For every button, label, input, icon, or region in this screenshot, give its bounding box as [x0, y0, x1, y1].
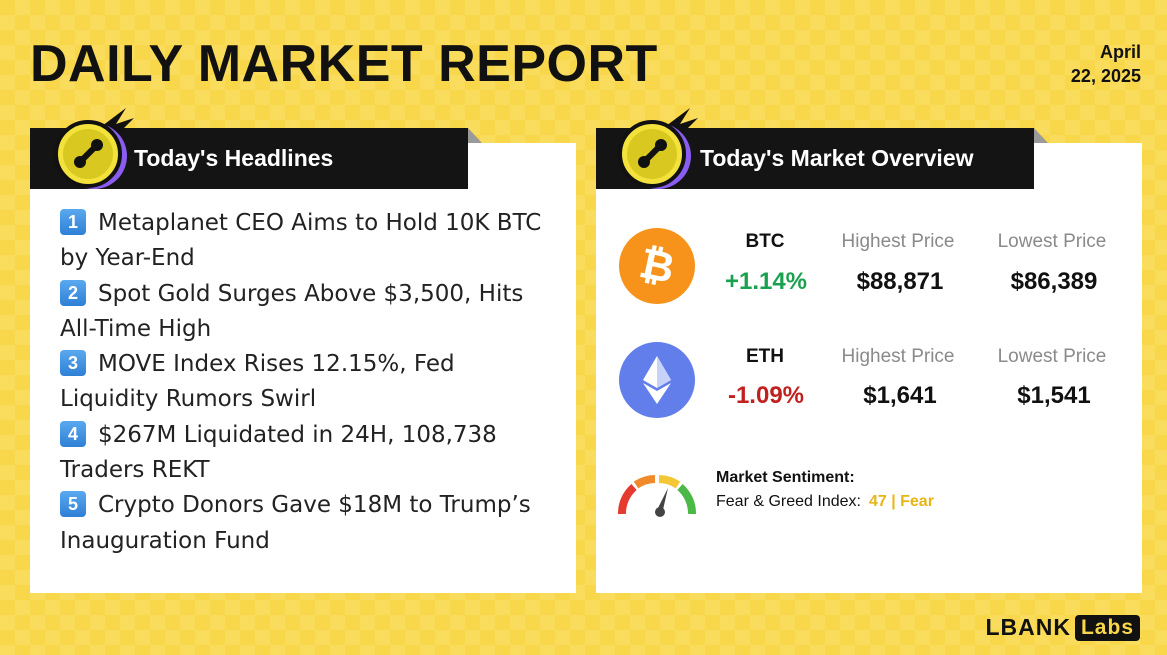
number-badge-icon: 4 — [60, 420, 86, 447]
eth-symbol: ETH — [746, 346, 784, 367]
headline-item: 2 Spot Gold Surges Above $3,500, Hits All… — [60, 277, 560, 348]
headline-item: 3 MOVE Index Rises 12.15%, Fed Liquidity … — [60, 347, 560, 418]
lbank-coin-logo-icon — [618, 108, 698, 189]
headline-item: 5 Crypto Donors Gave $18M to Trump’s Inau… — [60, 488, 560, 559]
bitcoin-icon: ₿ — [619, 228, 695, 304]
eth-high-label: Highest Price — [841, 346, 955, 367]
ribbon-fold-left — [468, 128, 482, 143]
btc-high-label: Highest Price — [841, 231, 955, 252]
brand-name: LBANK — [985, 614, 1071, 640]
headline-text: $267M Liquidated in 24H, 108,738 Traders… — [60, 421, 497, 484]
report-date: April 22, 2025 — [1071, 40, 1141, 88]
headlines-title: Today's Headlines — [134, 145, 334, 171]
brand-suffix: Labs — [1074, 614, 1140, 641]
page-title: DAILY MARKET REPORT — [30, 35, 658, 93]
headline-text: Metaplanet CEO Aims to Hold 10K BTC by Y… — [60, 210, 542, 272]
date-day-year: 22, 2025 — [1070, 66, 1141, 86]
eth-change: -1.09% — [727, 382, 805, 409]
ribbon-fold-right — [1034, 128, 1048, 143]
btc-low-value: $86,389 — [1010, 268, 1098, 295]
headline-item: 4 $267M Liquidated in 24H, 108,738 Trader… — [60, 418, 560, 489]
eth-low-value: $1,541 — [1017, 382, 1091, 409]
headline-text: MOVE Index Rises 12.15%, Fed Liquidity R… — [60, 351, 455, 413]
headline-text: Crypto Donors Gave $18M to Trump’s Inaug… — [60, 492, 531, 554]
ethereum-icon — [619, 342, 695, 418]
headline-text: Spot Gold Surges Above $3,500, Hits All-… — [60, 280, 524, 342]
btc-low-label: Lowest Price — [997, 231, 1107, 252]
number-badge-icon: 5 — [60, 491, 86, 518]
headlines-panel — [30, 143, 576, 593]
date-month: April — [1099, 42, 1141, 62]
btc-high-value: $88,871 — [856, 268, 944, 295]
sentiment-value: 47 | Fear — [868, 493, 934, 510]
number-badge-icon: 1 — [60, 209, 86, 235]
headline-list: 1 Metaplanet CEO Aims to Hold 10K BTC by … — [60, 206, 560, 559]
market-title: Today's Market Overview — [700, 145, 974, 171]
fear-greed-gauge-icon — [618, 475, 696, 517]
eth-high-value: $1,641 — [863, 382, 937, 409]
sentiment-label: Fear & Greed Index: — [716, 493, 861, 510]
sentiment-title: Market Sentiment: — [716, 469, 855, 486]
eth-low-label: Lowest Price — [997, 346, 1107, 367]
number-badge-icon: 3 — [60, 350, 86, 377]
number-badge-icon: 2 — [60, 279, 86, 306]
brand-logo: LBANK Labs — [985, 614, 1140, 641]
btc-symbol: BTC — [745, 231, 785, 252]
lbank-coin-logo-icon — [54, 108, 134, 189]
sentiment-line: Fear & Greed Index: 47 | Fear — [716, 493, 934, 511]
btc-change: +1.14% — [724, 268, 808, 295]
headline-item: 1 Metaplanet CEO Aims to Hold 10K BTC by … — [60, 206, 560, 277]
